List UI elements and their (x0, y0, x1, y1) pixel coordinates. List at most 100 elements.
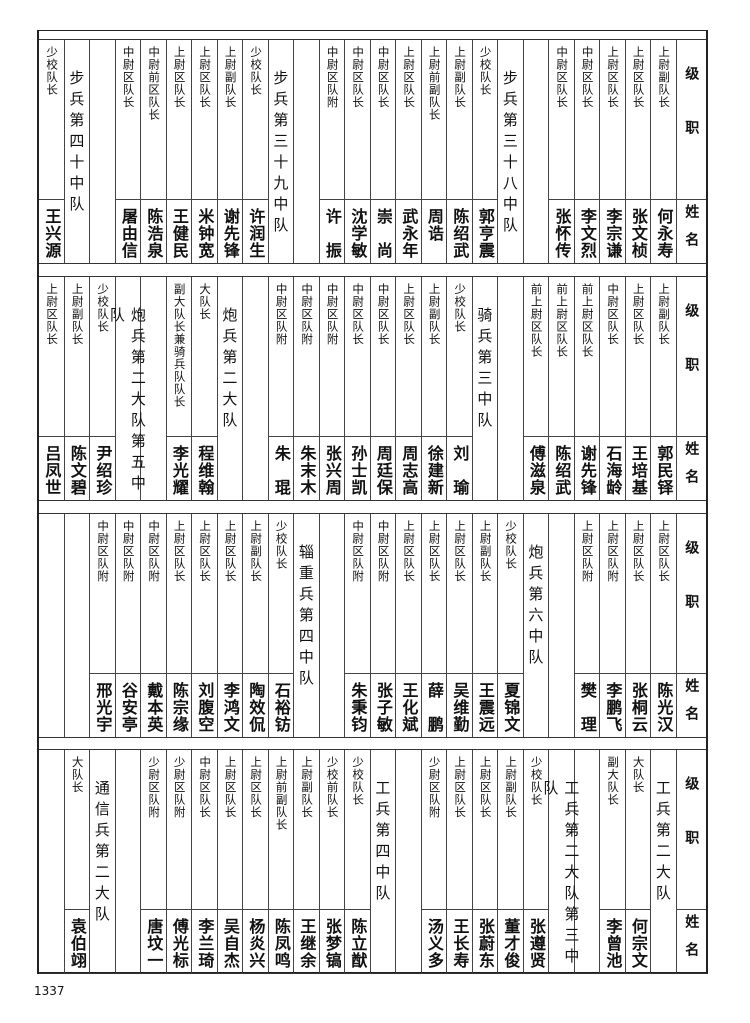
rank-cell: 少校队长 (447, 277, 472, 437)
rank-cell: 上尉区队长 (39, 277, 64, 437)
name-cell: 樊 理 (575, 674, 600, 737)
name-cell: 李文烈 (575, 200, 600, 263)
name-text: 米钟宽 (195, 208, 215, 259)
person-column: 上尉区队长 张文桢 (624, 40, 651, 263)
name-cell: 陈凤鸣 (269, 910, 294, 973)
person-column: 少校前队长 张梦镐 (318, 750, 345, 973)
name-cell: 陈绍武 (447, 200, 472, 263)
rank-text: 上尉区队长 (402, 46, 417, 109)
name-text: 张梦镐 (322, 918, 342, 969)
roster-band: 级职 姓名 上尉区队长 陈光汉 上尉区队长 张桐云 上尉区队附 李鹏飞 上尉区队附樊 理炮兵第六… (39, 513, 706, 738)
roster-band: 级职 姓名 工兵第二大队 大队长 何宗文 副大队长 李曾池 工兵第二大队第三中队 少校队长 张遵贤… (39, 749, 706, 974)
empty-column (63, 514, 90, 737)
header-column: 级职 姓名 (675, 750, 706, 973)
person-column: 上尉区队长 陈光汉 (650, 514, 676, 737)
rank-cell: 少校队长 (90, 277, 115, 437)
rank-cell: 上尉区队长 (396, 277, 421, 437)
rank-text: 上尉区队长 (402, 520, 417, 583)
empty-column (497, 277, 523, 500)
person-column: 上尉副队长 何永寿 (650, 40, 676, 263)
name-cell: 沈学敏 (345, 200, 370, 263)
name-text: 陈光汉 (654, 682, 674, 733)
roster-band: 级职 姓名 上尉副队长 何永寿 上尉区队长 张文桢 上尉区队长 李宗谦 中尉区队长 李文烈 中尉区队… (39, 39, 706, 264)
person-column: 少校队长 郭亨震 (471, 40, 498, 263)
name-cell: 周志高 (396, 437, 421, 500)
name-cell: 徐建新 (422, 437, 447, 500)
unit-column: 步兵第三十八中队 (497, 40, 523, 263)
rank-text: 大队长 (198, 283, 213, 321)
name-cell: 邢光宇 (90, 674, 115, 737)
rank-cell: 大队长 (64, 750, 90, 910)
name-text: 许 振 (322, 208, 342, 259)
rank-cell: 上尉区队长 (243, 750, 268, 910)
name-cell: 陈文碧 (65, 437, 90, 500)
name-cell: 李鸿文 (218, 674, 243, 737)
name-cell: 陈绍武 (549, 437, 574, 500)
rank-text: 中尉区队附 (325, 46, 340, 109)
person-column: 上尉区队长 周志高 (395, 277, 421, 500)
rank-text: 中尉区队长 (351, 283, 366, 346)
rank-text: 上尉前副队长 (274, 756, 289, 831)
person-column: 中尉区队长 孙士凯 (344, 277, 370, 500)
unit-title: 步兵第三十八中队 (500, 70, 519, 238)
person-column: 中尉区队长 周廷保 (369, 277, 396, 500)
name-text: 王兴源 (42, 208, 62, 259)
person-column: 少校队长 王兴源 (39, 40, 64, 263)
name-cell: 薛 鹏 (422, 674, 447, 737)
rank-text: 上尉副队长 (300, 756, 315, 819)
rank-text: 中尉区队附 (300, 283, 315, 346)
name-cell: 王化斌 (396, 674, 421, 737)
rank-cell: 上尉副队长 (447, 40, 472, 200)
person-column: 中尉区队长 李兰琦 (191, 750, 217, 973)
rank-text: 少校队长 (274, 520, 289, 570)
unit-title: 炮兵第二大队第五中队 (107, 307, 147, 496)
rank-cell: 少尉区队附 (141, 750, 166, 910)
name-text: 孙士凯 (348, 445, 368, 496)
header-column: 级职 姓名 (675, 277, 706, 500)
name-text: 张桐云 (628, 682, 648, 733)
person-column: 上尉区队长 刘腹空 (191, 514, 217, 737)
unit-column: 通信兵第二大队 (89, 750, 115, 973)
name-text: 石海龄 (603, 445, 623, 496)
rank-cell: 中尉区队附 (294, 277, 319, 437)
person-column: 前上尉区队长 谢先锋 (573, 277, 600, 500)
empty-column (293, 40, 319, 263)
name-cell: 张桐云 (626, 674, 651, 737)
name-header-label: 姓名 (683, 677, 700, 734)
rank-text: 上尉副队长 (223, 46, 238, 109)
rank-cell: 少尉区队附 (421, 750, 447, 910)
name-cell: 郭民铎 (651, 437, 676, 500)
person-column: 少校队长 陈立猷 (344, 750, 370, 973)
name-cell: 米钟宽 (192, 200, 217, 263)
unit-cell: 步兵第三十八中队 (498, 40, 523, 263)
name-header: 姓名 (677, 674, 706, 737)
rank-cell: 上尉区队长 (217, 514, 243, 674)
header-column: 级职 姓名 (675, 40, 706, 263)
name-text: 沈学敏 (348, 208, 368, 259)
name-cell: 杨炎兴 (243, 910, 268, 973)
name-cell: 孙士凯 (345, 437, 370, 500)
unit-cell: 骑兵第三中队 (473, 277, 498, 500)
name-text: 屠由信 (118, 208, 138, 259)
name-cell: 何永寿 (651, 200, 676, 263)
name-text: 郭亨震 (475, 208, 495, 259)
name-cell: 唐坟一 (141, 910, 166, 973)
name-text: 周诰 (424, 208, 444, 242)
rank-cell: 少校队长 (498, 514, 523, 674)
person-column: 少校队长 尹绍珍 (89, 277, 115, 500)
name-cell: 张遵贤 (524, 910, 549, 973)
person-column: 上尉区队附 李鹏飞 (599, 514, 625, 737)
person-column: 上尉区队长 王长寿 (446, 750, 472, 973)
rank-text: 少尉区队附 (172, 756, 187, 819)
person-column: 上尉区队长 王培基 (624, 277, 651, 500)
name-text: 王健民 (169, 208, 189, 259)
name-cell: 张怀传 (549, 200, 574, 263)
person-column: 前上尉区队长 傅滋泉 (522, 277, 549, 500)
name-text: 尹绍珍 (93, 445, 113, 496)
rank-cell: 中尉区队长 (115, 40, 141, 200)
name-cell: 谢先锋 (218, 200, 243, 263)
name-cell: 董才俊 (498, 910, 523, 973)
rank-cell: 上尉区队长 (166, 40, 192, 200)
person-column: 中尉区队附朱 琨 (267, 277, 294, 500)
rank-text: 中尉区队长 (121, 46, 136, 109)
